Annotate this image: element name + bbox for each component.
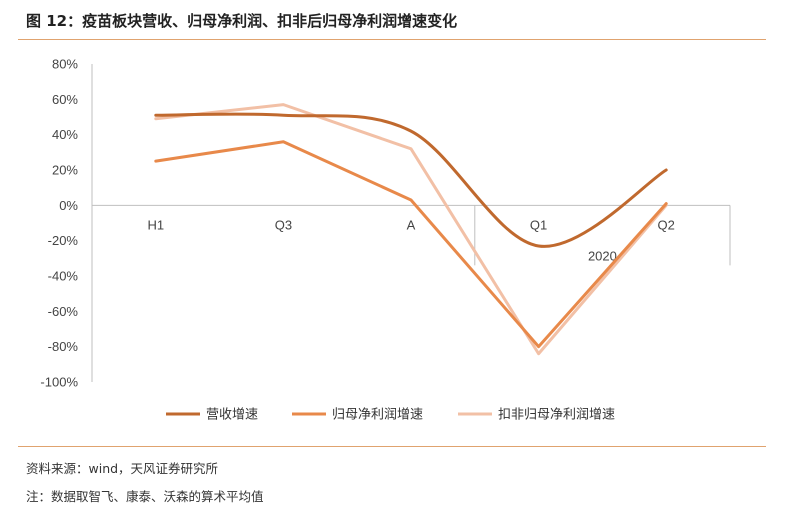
x-tick-label: Q3 (275, 217, 292, 232)
x-tick-label: Q2 (658, 217, 675, 232)
legend-label: 扣非归母净利润增速 (498, 408, 615, 423)
x-axis: H1 Q3 A Q1 Q2 2020 (92, 204, 731, 266)
x-tick-label: H1 (147, 217, 164, 232)
x-tick-label: A (407, 217, 416, 232)
y-tick-label: 40% (52, 127, 78, 142)
y-tick-label: 60% (52, 92, 78, 107)
y-tick-label: -20% (48, 233, 79, 248)
series-lines (154, 103, 668, 356)
y-tick-label: 0% (59, 198, 78, 213)
y-tick-label: -80% (48, 339, 79, 354)
data-note: 注：数据取智飞、康泰、沃森的算术平均值 (26, 489, 264, 504)
y-tick-label: 80% (52, 57, 78, 72)
y-axis: 80% 60% 40% 20% 0% -20% -40% -60% -80% -100% (40, 57, 93, 390)
y-tick-label: -100% (40, 375, 78, 390)
y-tick-label: -40% (48, 269, 79, 284)
footer-divider (18, 446, 766, 447)
series-line-2 (154, 103, 668, 356)
y-tick-label: 20% (52, 163, 78, 178)
legend: 营收增速 归母净利润增速 扣非归母净利润增速 (166, 408, 615, 423)
source-note: 资料来源：wind，天风证券研究所 (26, 461, 219, 476)
header-divider (18, 39, 766, 40)
x-tick-label: Q1 (530, 217, 547, 232)
legend-label: 归母净利润增速 (332, 408, 423, 423)
y-tick-label: -60% (48, 304, 79, 319)
series-line-1 (154, 140, 668, 349)
series-line-0 (154, 112, 668, 248)
chart-title: 图 12：疫苗板块营收、归母净利润、扣非后归母净利润增速变化 (26, 12, 458, 30)
legend-label: 营收增速 (206, 408, 258, 423)
line-chart: 80% 60% 40% 20% 0% -20% -40% -60% -80% -100% H1 Q3… (40, 57, 731, 423)
x-group-label: 2020 (588, 248, 617, 263)
